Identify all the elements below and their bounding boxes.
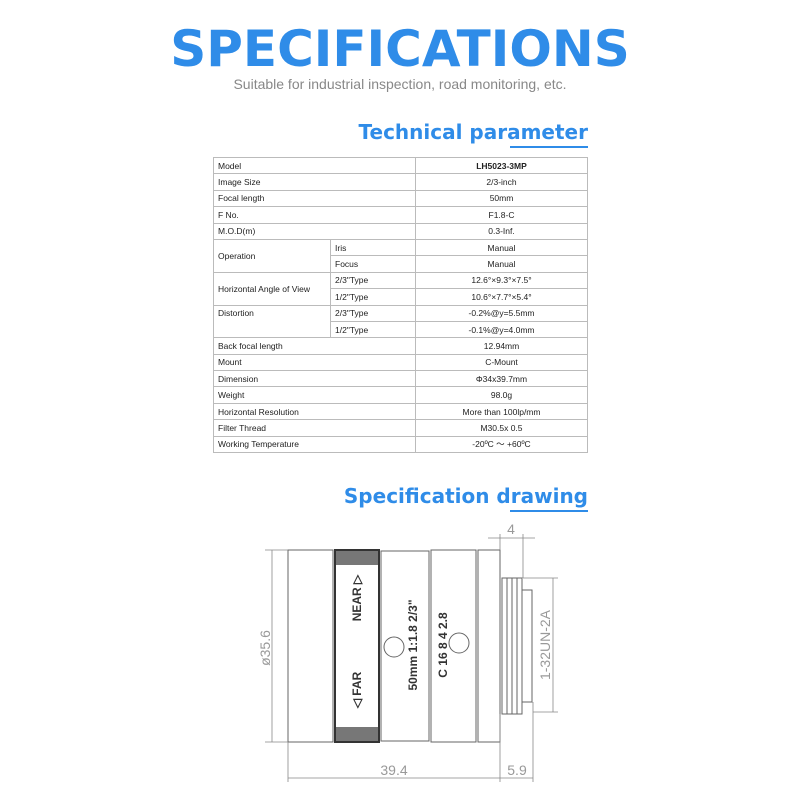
focus-ring [334,549,380,743]
table-row: 1/2"Type -0.1%@y=4.0mm [213,320,588,339]
technical-parameter-heading: Technical parameter [358,120,588,144]
aperture-scale-text: C 16 8 4 2.8 [436,612,450,678]
screw-hole [383,636,405,658]
table-row: Image Size 2/3-inch [213,173,588,191]
screw-hole [448,632,470,654]
lens-rear-ring [477,549,501,743]
dim-length: 39.4 [380,762,407,778]
mount-flange [521,589,533,703]
ring-far-label: ◁ FAR [350,671,364,709]
table-row: Working Temperature -20ºC ～ +60ºC [213,435,588,454]
table-row: Model LH5023-3MP [213,156,588,175]
lens-spec-text: 50mm 1:1.8 2/3" [406,599,420,690]
heading-underline [510,146,588,148]
ring-near-label: NEAR ▷ [350,574,364,621]
page-title: SPECIFICATIONS [170,20,630,78]
dim-top: 4 [507,521,515,537]
table-row: Horizontal Resolution More than 100lp/mm [213,402,588,421]
table-row: Focus Manual [214,255,588,273]
dim-thread: 1-32UN-2A [537,609,553,680]
table-row: Distortion 2/3"Type -0.2%@y=5.5mm [213,304,588,322]
lens-front-ring [287,549,334,743]
table-row: Focal length 50mm [213,189,588,208]
table-row: Filter Thread M30.5x 0.5 [213,419,588,437]
spec-table: Model LH5023-3MP Image Size 2/3-inch Focal… [213,156,588,454]
dim-mount-length: 5.9 [507,762,527,778]
table-row: Weight 98.0g [213,386,588,404]
specification-drawing-heading: Specification drawing [343,484,588,508]
heading-underline [510,510,588,512]
table-row: 1/2"Type 10.6°×7.7°×5.4° [214,288,588,306]
page-subtitle: Suitable for industrial inspection, road… [233,76,567,92]
dim-diameter: ø35.6 [257,630,273,666]
